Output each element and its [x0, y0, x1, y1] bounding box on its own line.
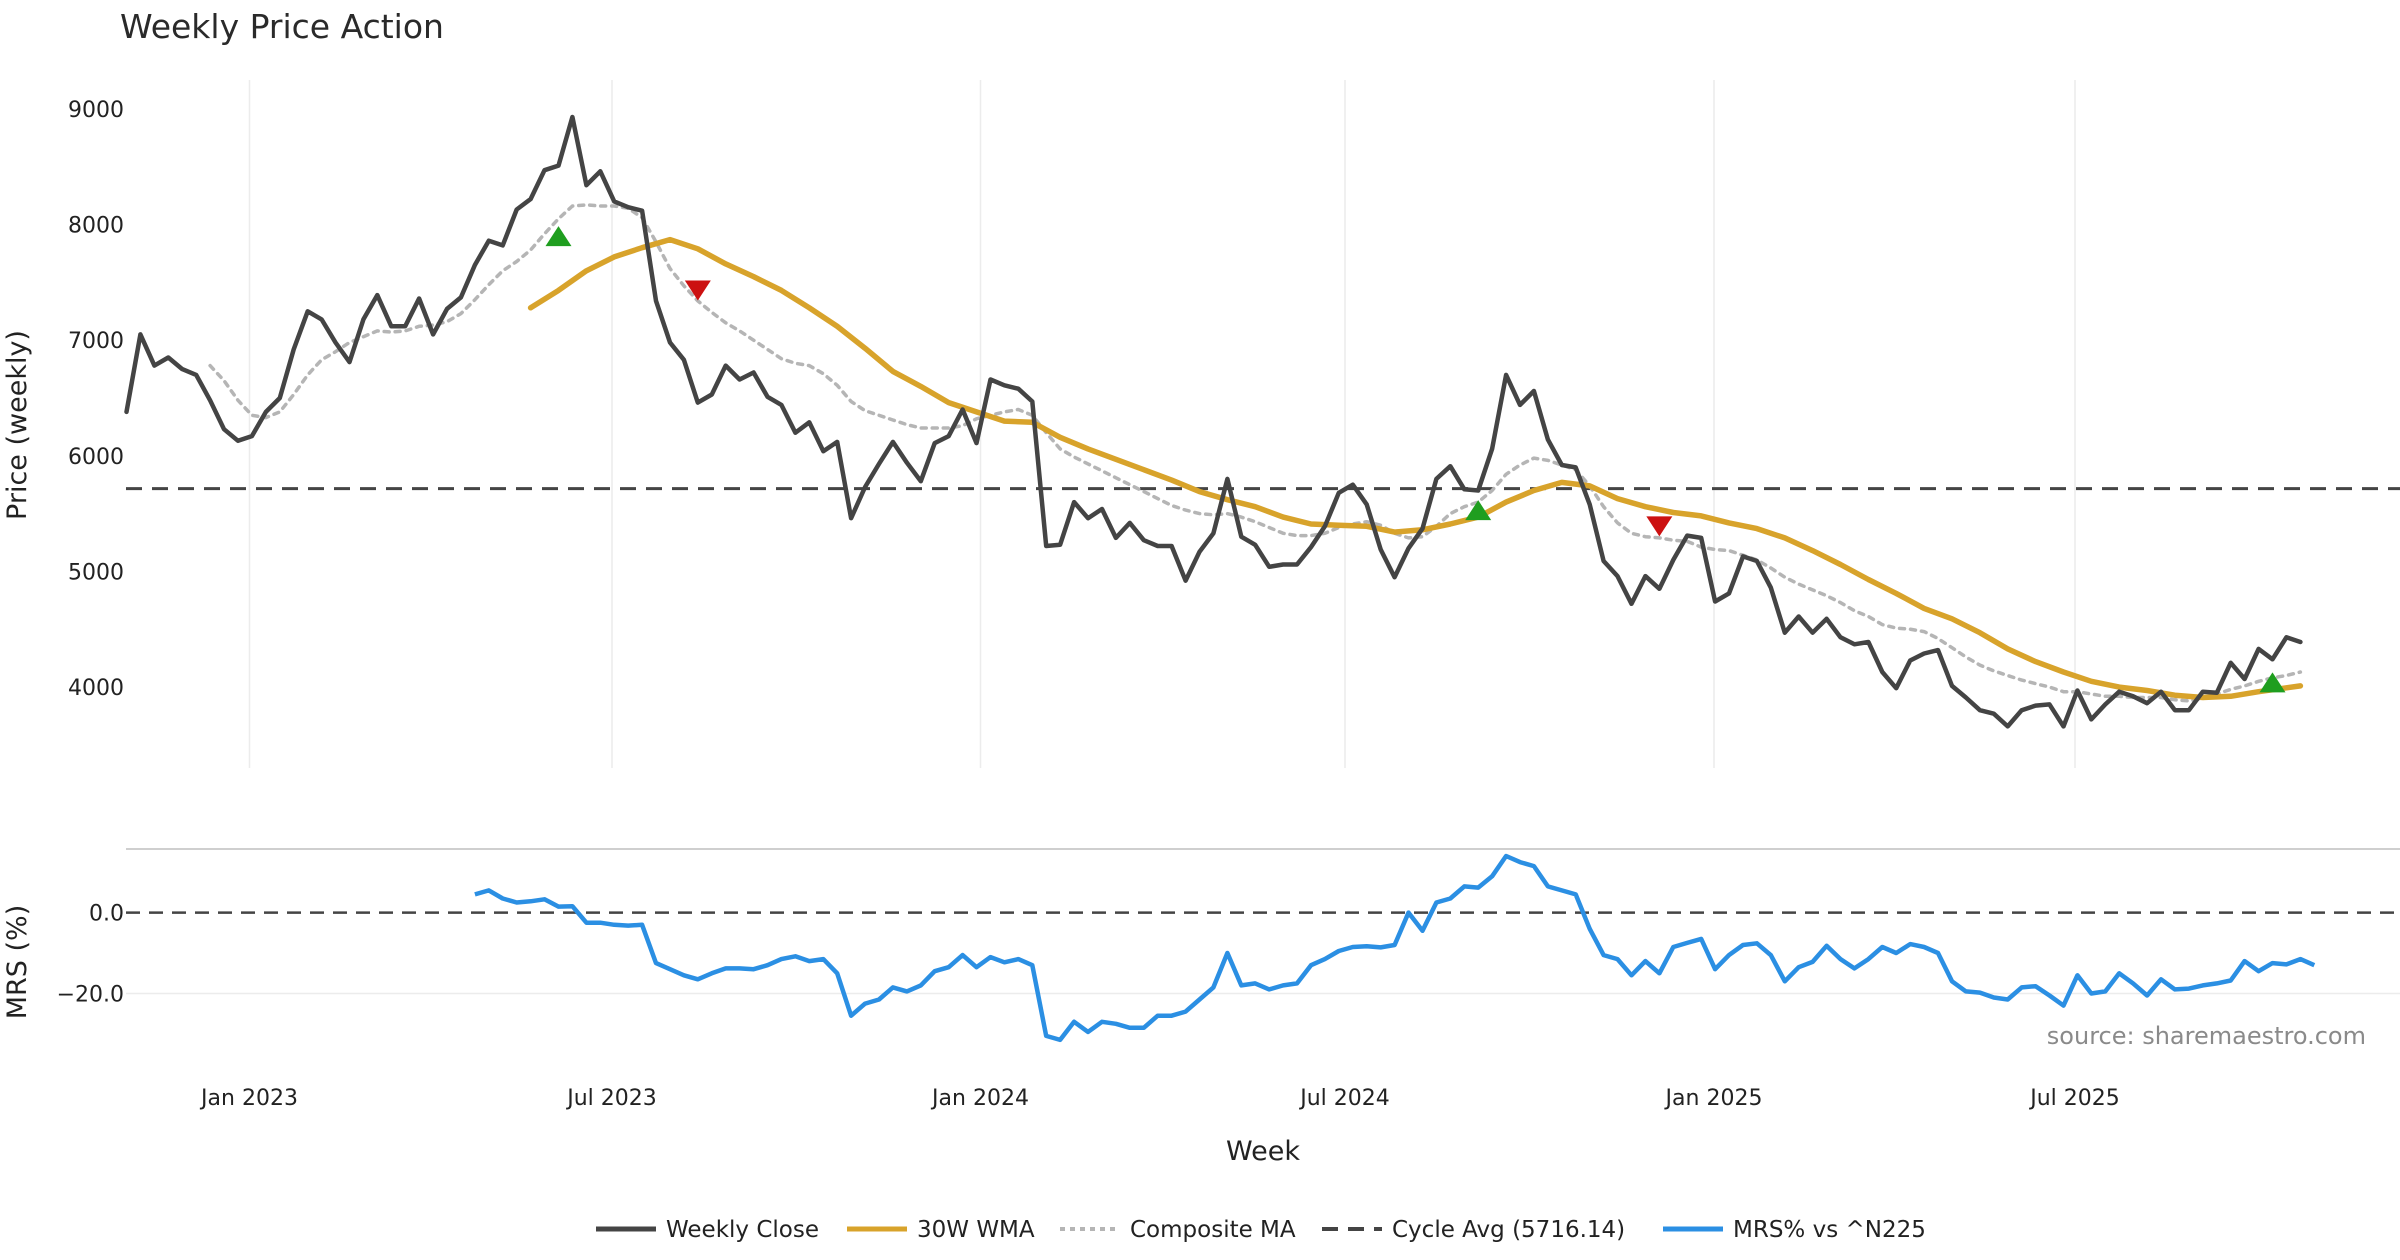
legend-label: MRS% vs ^N225: [1733, 1217, 1926, 1243]
legend-label: Cycle Avg (5716.14): [1392, 1217, 1625, 1243]
mrs-y-axis-title: MRS (%): [2, 905, 33, 1020]
mrs-y-axis: 0.0 −20.0: [57, 902, 124, 1008]
x-tick-label: Jan 2023: [199, 1086, 298, 1111]
legend-label: Weekly Close: [666, 1217, 819, 1243]
composite-ma-line: [208, 203, 2303, 703]
x-tick-label: Jan 2024: [930, 1086, 1029, 1111]
sell-signal-marker: [1646, 516, 1673, 537]
x-tick-label: Jul 2025: [2028, 1086, 2120, 1111]
x-tick-label: Jul 2023: [565, 1086, 657, 1111]
legend: Weekly Close 30W WMA Composite MA Cycle Avg…: [596, 1217, 1926, 1243]
x-axis: Jan 2023 Jul 2023 Jan 2024 Jul 2024 Jan 2025…: [199, 1086, 2120, 1111]
source-note: source: sharemaestro.com: [2047, 1022, 2366, 1050]
price-y-tick-label: 9000: [68, 98, 124, 123]
mrs-line: [474, 853, 2316, 1043]
price-y-tick-label: 6000: [68, 445, 124, 470]
mrs-y-tick-label: −20.0: [57, 982, 124, 1007]
weekly-close-line: [124, 114, 2303, 729]
signal-markers: [545, 226, 2286, 693]
legend-label: 30W WMA: [917, 1217, 1035, 1243]
mrs-series-group: [126, 853, 2400, 1043]
price-y-tick-label: 7000: [68, 329, 124, 354]
chart-title: Weekly Price Action: [120, 7, 444, 46]
x-tick-label: Jan 2025: [1664, 1086, 1763, 1111]
price-y-tick-label: 4000: [68, 676, 124, 701]
sell-signal-marker: [684, 280, 711, 301]
buy-signal-marker: [545, 226, 572, 247]
price-y-axis: 4000 5000 6000 7000 8000 9000: [68, 98, 124, 701]
price-series-group: [124, 114, 2400, 729]
buy-signal-marker: [2259, 672, 2286, 693]
mrs-y-tick-label: 0.0: [89, 902, 124, 927]
wma-30w-line: [527, 236, 2304, 701]
x-tick-label: Jul 2024: [1298, 1086, 1390, 1111]
price-y-tick-label: 5000: [68, 560, 124, 585]
legend-label: Composite MA: [1130, 1217, 1296, 1243]
buy-signal-marker: [1465, 500, 1492, 521]
price-panel-gridlines: [248, 80, 2076, 768]
price-y-axis-title: Price (weekly): [2, 330, 33, 520]
x-axis-title: Week: [1226, 1136, 1300, 1167]
price-y-tick-label: 8000: [68, 214, 124, 239]
